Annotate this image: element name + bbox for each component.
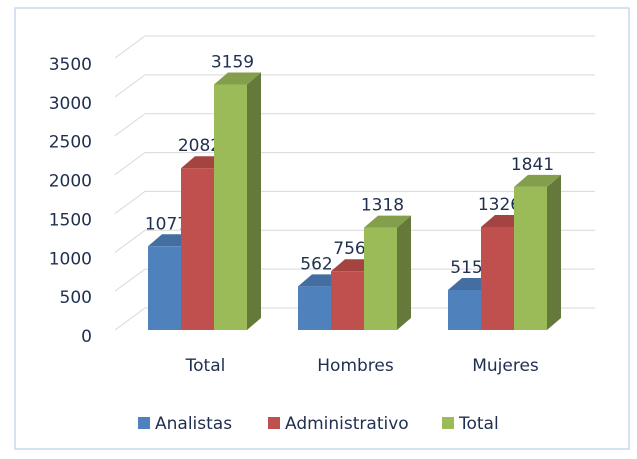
bar [481,226,514,330]
data-label: 1318 [361,196,404,216]
x-tick-label: Hombres [317,356,394,376]
bar-side [397,215,411,330]
bar [181,168,214,330]
grid-line [114,113,595,137]
y-tick-label: 1500 [49,210,92,230]
x-tick-label: Total [185,356,226,376]
legend-label: Analistas [155,414,232,434]
legend-label: Total [458,414,499,434]
bar [214,84,247,330]
bar [298,286,331,330]
x-tick-label: Mujeres [472,356,539,376]
bar [448,289,481,330]
y-tick-label: 2000 [49,172,92,192]
grid-line [114,307,595,331]
data-label: 1841 [511,155,554,175]
bar [514,186,547,330]
data-label: 1326 [478,195,521,215]
legend-swatch [442,417,454,429]
bar-side [547,174,561,330]
data-label: 1077 [145,214,188,234]
grid-line [114,74,595,98]
legend-swatch [268,417,280,429]
y-tick-label: 0 [81,327,92,347]
y-tick-label: 2500 [49,133,92,153]
grid-line [114,229,595,253]
data-label: 756 [333,239,365,259]
bar [364,227,397,330]
data-label: 2082 [178,136,221,156]
y-tick-label: 3500 [49,55,92,75]
grid-line [114,152,595,175]
bar [148,246,181,330]
y-tick-label: 3000 [49,94,92,114]
bar-top [514,174,561,187]
data-label: 3159 [211,53,254,73]
bar [331,271,364,330]
data-label: 562 [300,254,332,274]
bar-top [214,72,261,85]
data-label: 515 [450,258,482,278]
y-tick-label: 500 [60,288,92,308]
grid-line [114,268,595,292]
bar-side [247,72,261,330]
y-tick-label: 1000 [49,249,92,269]
bar-top [364,215,411,228]
legend-swatch [138,417,150,429]
legend-label: Administrativo [285,414,409,434]
grid-line [114,190,595,214]
grid-line [114,35,595,59]
